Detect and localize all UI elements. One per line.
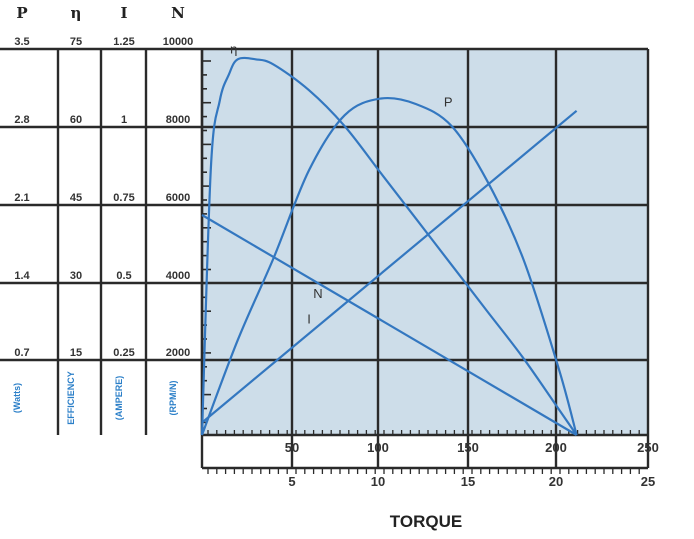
unit-label-0: (Watts) <box>12 383 22 413</box>
x-axis-title: TORQUE <box>390 512 462 531</box>
top-tick-label-4: 250 <box>637 440 659 455</box>
series-label-2: I <box>307 312 311 327</box>
unit-label-2: (AMPERE) <box>114 376 124 421</box>
scale-label-3-3: 4000 <box>166 270 190 282</box>
top-tick-label-2: 150 <box>457 440 479 455</box>
bottom-tick-label-0: 5 <box>288 474 295 489</box>
bottom-tick-label-3: 20 <box>549 474 563 489</box>
unit-label-3: (RPM/N) <box>168 381 178 416</box>
scale-label-4-1: 15 <box>70 347 82 359</box>
top-tick-label-0: 50 <box>285 440 299 455</box>
scale-label-1-1: 60 <box>70 114 82 126</box>
bottom-tick-label-1: 10 <box>371 474 385 489</box>
scale-label-0-1: 75 <box>70 36 82 48</box>
series-label-0: η <box>230 41 237 56</box>
scale-label-1-0: 2.8 <box>14 114 29 126</box>
scale-label-4-2: 0.25 <box>113 347 134 359</box>
series-line-0 <box>200 56 578 436</box>
series-label-3: N <box>313 286 322 301</box>
column-header-3: N <box>171 4 185 22</box>
scale-label-2-2: 0.75 <box>113 192 134 204</box>
bottom-tick-label-2: 15 <box>461 474 475 489</box>
column-header-2: I <box>120 4 127 22</box>
series-line-2 <box>201 109 578 424</box>
column-header-0: P <box>16 4 27 22</box>
series-line-1 <box>200 96 578 436</box>
scale-label-2-1: 45 <box>70 192 82 204</box>
scale-label-2-0: 2.1 <box>14 192 29 204</box>
scale-label-4-0: 0.7 <box>14 347 29 359</box>
scale-label-4-3: 2000 <box>166 347 190 359</box>
scale-label-3-0: 1.4 <box>14 270 30 282</box>
grid-lines <box>0 47 650 470</box>
top-tick-label-3: 200 <box>545 440 567 455</box>
unit-label-1: EFFICIENCY <box>66 371 76 425</box>
scale-label-3-1: 30 <box>70 270 82 282</box>
scale-label-3-2: 0.5 <box>116 270 131 282</box>
series-label-1: P <box>444 95 453 110</box>
scale-label-0-3: 10000 <box>163 36 194 48</box>
bottom-tick-label-4: 25 <box>641 474 655 489</box>
top-tick-label-1: 100 <box>367 440 389 455</box>
scale-label-0-0: 3.5 <box>14 36 29 48</box>
scale-label-1-2: 1 <box>121 114 127 126</box>
scale-label-0-2: 1.25 <box>113 36 134 48</box>
series-line-3 <box>201 214 578 436</box>
series-curves <box>200 56 578 436</box>
scale-label-2-3: 6000 <box>166 192 190 204</box>
chart-marks <box>202 60 640 474</box>
scale-label-1-3: 8000 <box>166 114 190 126</box>
column-header-1: η <box>71 4 82 22</box>
